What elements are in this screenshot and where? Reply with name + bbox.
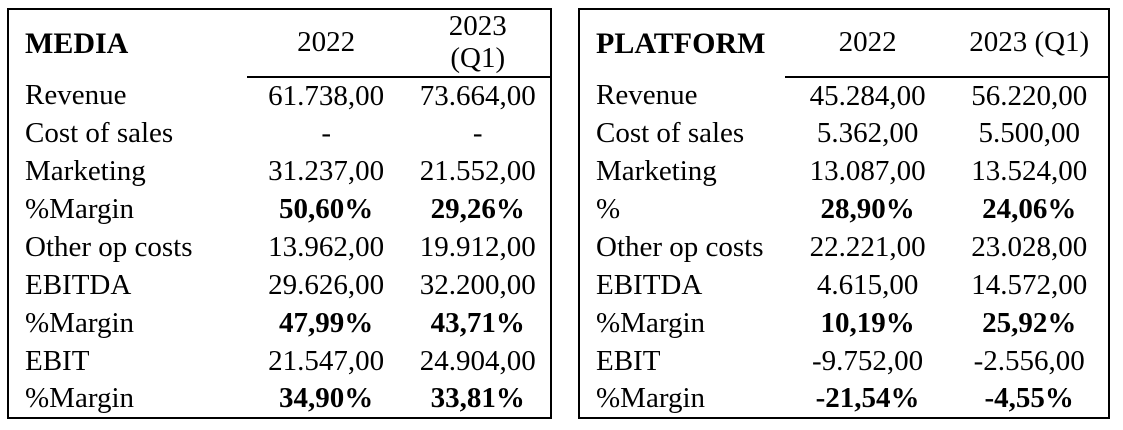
value-col1: 50,60%: [279, 193, 374, 226]
platform-year-header-2022: 2022: [784, 9, 951, 78]
value-col2: 24.904,00: [419, 344, 536, 377]
table-row: %Margin 34,90% 33,81%: [8, 380, 551, 418]
value-col1: 31.237,00: [268, 155, 385, 188]
value-col2: 24,06%: [982, 193, 1077, 226]
table-row: EBIT 21.547,00 24.904,00: [8, 342, 551, 380]
value-col1: 22.221,00: [809, 230, 926, 263]
row-label: Cost of sales: [596, 117, 745, 150]
value-col2: 14.572,00: [971, 268, 1088, 301]
value-col2: 21.552,00: [419, 155, 536, 188]
value-col1: 13.962,00: [268, 230, 385, 263]
value-col1: 21.547,00: [268, 344, 385, 377]
row-label: Other op costs: [596, 230, 764, 263]
value-col2: 25,92%: [982, 306, 1077, 339]
row-label: Marketing: [25, 155, 146, 188]
value-col1: 34,90%: [279, 382, 374, 414]
table-row: EBIT -9.752,00 -2.556,00: [579, 342, 1109, 380]
row-label: EBIT: [596, 344, 661, 377]
value-col2: 33,81%: [430, 382, 525, 414]
row-label: %Margin: [596, 306, 706, 339]
value-col2: 32.200,00: [419, 268, 536, 301]
table-row: Cost of sales 5.362,00 5.500,00: [579, 115, 1109, 153]
value-col1: 13.087,00: [809, 155, 926, 188]
platform-header-row: PLATFORM 2022 2023 (Q1): [579, 9, 1109, 78]
media-header-row: MEDIA 2022 2023 (Q1): [8, 9, 551, 78]
value-col1: 47,99%: [279, 306, 374, 339]
row-label: %Margin: [596, 382, 706, 414]
platform-table: PLATFORM 2022 2023 (Q1) Revenue 45.284,00…: [578, 8, 1110, 419]
media-table: MEDIA 2022 2023 (Q1) Revenue 61.738,00 73.…: [7, 8, 552, 419]
media-table-title: MEDIA: [25, 26, 129, 60]
table-row: Other op costs 13.962,00 19.912,00: [8, 229, 551, 267]
value-col2: -: [472, 117, 483, 150]
platform-table-title: PLATFORM: [596, 26, 766, 60]
table-row: Marketing 13.087,00 13.524,00: [579, 153, 1109, 191]
row-label: %: [596, 193, 621, 226]
row-label: EBIT: [25, 344, 90, 377]
media-year-header-2022: 2022: [246, 9, 406, 78]
table-row: %Margin 47,99% 43,71%: [8, 304, 551, 342]
row-label: EBITDA: [25, 268, 132, 301]
value-col2: 43,71%: [430, 306, 525, 339]
value-col1: 28,90%: [820, 193, 915, 226]
table-row: Cost of sales - -: [8, 115, 551, 153]
value-col1: -: [321, 117, 331, 150]
value-col1: 29.626,00: [268, 268, 385, 301]
table-row: Marketing 31.237,00 21.552,00: [8, 153, 551, 191]
table-row: Revenue 61.738,00 73.664,00: [8, 77, 551, 115]
table-row: EBITDA 29.626,00 32.200,00: [8, 266, 551, 304]
row-label: Revenue: [596, 79, 698, 112]
value-col2: -4,55%: [984, 382, 1074, 414]
row-label: %Margin: [25, 382, 135, 414]
value-col2: 29,26%: [430, 193, 525, 226]
media-year-header-2023q1: 2023 (Q1): [405, 9, 551, 78]
table-row: Other op costs 22.221,00 23.028,00: [579, 229, 1109, 267]
value-col1: 45.284,00: [809, 79, 926, 112]
value-col2: 73.664,00: [419, 79, 536, 112]
value-col2: 23.028,00: [971, 230, 1088, 263]
value-col1: -21,54%: [815, 382, 920, 414]
row-label: Marketing: [596, 155, 717, 188]
value-col2: 13.524,00: [971, 155, 1088, 188]
table-row: %Margin 10,19% 25,92%: [579, 304, 1109, 342]
table-row: EBITDA 4.615,00 14.572,00: [579, 266, 1109, 304]
row-label: Other op costs: [25, 230, 193, 263]
value-col1: -9.752,00: [811, 344, 924, 377]
table-row: Revenue 45.284,00 56.220,00: [579, 77, 1109, 115]
value-col2: -2.556,00: [973, 344, 1085, 377]
table-row: %Margin 50,60% 29,26%: [8, 191, 551, 229]
platform-year-header-2023q1: 2023 (Q1): [950, 9, 1109, 78]
row-label: Cost of sales: [25, 117, 174, 150]
value-col1: 10,19%: [820, 306, 915, 339]
value-col1: 61.738,00: [268, 79, 385, 112]
value-col2: 5.500,00: [978, 117, 1080, 150]
value-col2: 56.220,00: [971, 79, 1088, 112]
table-row: %Margin -21,54% -4,55%: [579, 380, 1109, 418]
row-label: EBITDA: [596, 268, 703, 301]
row-label: %Margin: [25, 193, 135, 226]
value-col2: 19.912,00: [419, 230, 536, 263]
value-col1: 5.362,00: [816, 117, 919, 150]
table-row: % 28,90% 24,06%: [579, 191, 1109, 229]
value-col1: 4.615,00: [816, 268, 919, 301]
row-label: Revenue: [25, 79, 127, 112]
row-label: %Margin: [25, 306, 135, 339]
